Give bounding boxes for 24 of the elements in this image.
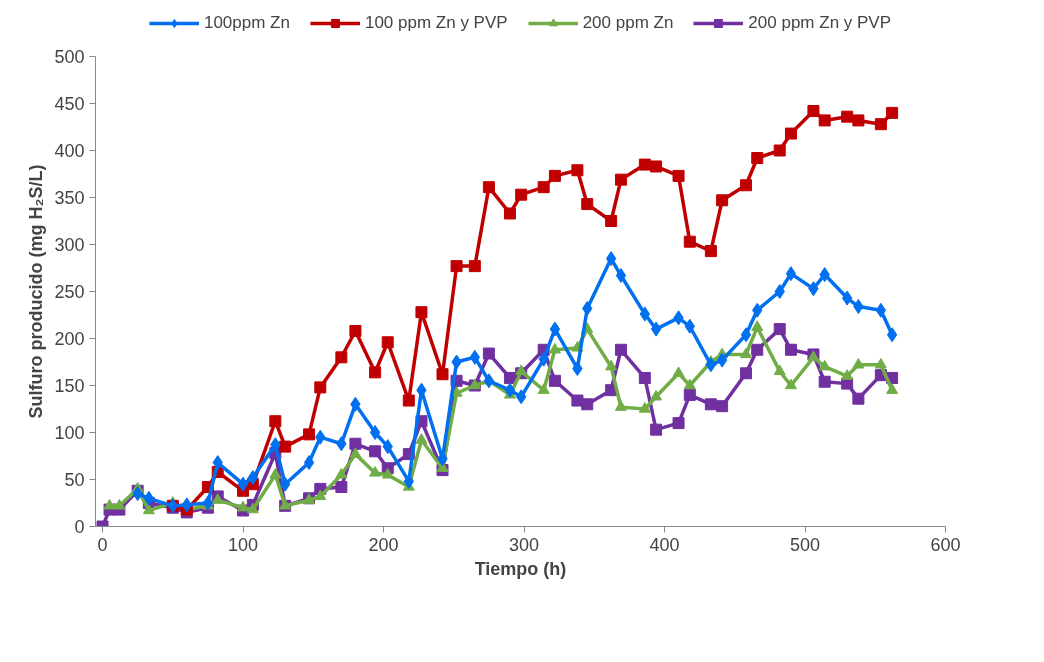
x-tick-label: 200 [368,534,399,555]
x-tick-label: 0 [97,534,108,555]
legend-label: 100 ppm Zn y PVP [364,13,508,33]
x-tick-label: 400 [649,534,680,555]
y-axis-title: Sulfuro producido (mg H₂S/L) [26,164,47,419]
y-tick-label: 450 [54,94,85,114]
y-tick-label: 50 [64,470,85,490]
y-tick-label: 500 [54,47,85,67]
x-tick-label: 100 [228,534,259,555]
x-tick-label: 500 [789,534,821,555]
x-axis-title: Tiempo (h) [474,558,567,579]
legend-label: 200 ppm Zn [582,13,674,33]
y-tick-label: 100 [54,423,85,443]
y-tick-label: 0 [74,517,85,537]
legend-label: 200 ppm Zn y PVP [748,13,892,33]
x-tick-label: 600 [930,534,961,555]
x-tick-label: 300 [509,534,540,555]
y-tick-label: 200 [54,329,85,349]
y-tick-label: 350 [54,188,85,208]
y-tick-label: 400 [54,141,85,161]
y-tick-label: 300 [54,235,85,255]
y-tick-label: 250 [54,282,85,302]
legend-label: 100ppm Zn [203,13,290,33]
y-tick-label: 150 [54,376,85,396]
